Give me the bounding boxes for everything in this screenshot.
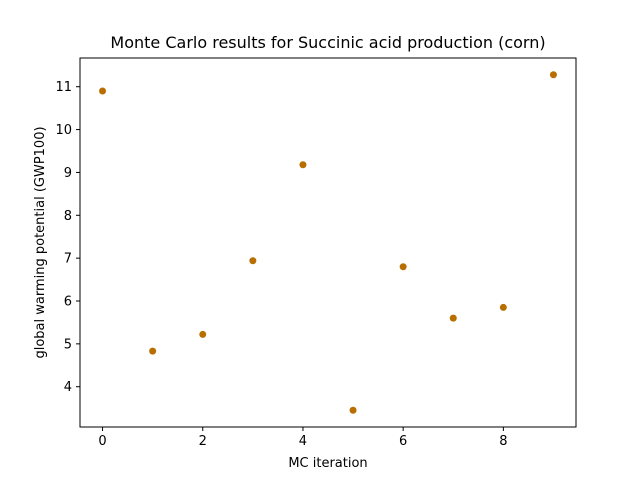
plot-frame <box>79 57 577 428</box>
y-tick-label: 7 <box>64 252 72 267</box>
data-point <box>149 347 157 355</box>
chart-title: Monte Carlo results for Succinic acid pr… <box>110 33 545 52</box>
x-tick-label: 4 <box>299 434 307 449</box>
y-tick-label: 4 <box>64 380 72 395</box>
y-tick-label: 8 <box>64 209 72 224</box>
data-point <box>99 87 107 95</box>
data-point <box>549 71 557 79</box>
x-tick-label: 6 <box>399 434 407 449</box>
data-point <box>349 406 357 414</box>
y-tick-label: 9 <box>64 166 72 181</box>
y-tick-label: 11 <box>55 80 72 95</box>
y-tick-label: 10 <box>55 123 72 138</box>
plot-area: 0 2 4 6 8 4 5 6 7 8 9 10 11 <box>55 71 557 449</box>
x-tick-label: 0 <box>98 434 106 449</box>
data-point <box>299 161 307 169</box>
data-point <box>249 257 257 265</box>
data-point <box>399 263 407 271</box>
x-tick-label: 8 <box>499 434 507 449</box>
y-tick-label: 5 <box>64 337 72 352</box>
y-tick-label: 6 <box>64 295 72 310</box>
x-tick-label: 2 <box>199 434 207 449</box>
data-point <box>499 303 507 311</box>
x-axis-title: MC iteration <box>288 456 367 471</box>
y-axis-title: global warming potential (GWP100) <box>33 126 48 358</box>
data-point <box>449 314 457 322</box>
data-point <box>199 330 207 338</box>
